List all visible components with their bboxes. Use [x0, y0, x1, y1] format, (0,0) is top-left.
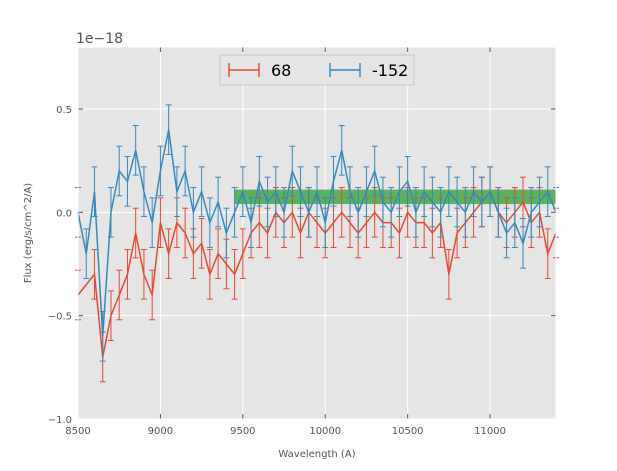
y-axis-label: Flux (erg/s/cm^2/A) [23, 183, 34, 283]
y-tick-label: 0.0 [56, 208, 72, 219]
x-tick-label: 8500 [65, 426, 90, 437]
legend-label-neg152: -152 [372, 61, 408, 80]
series-line-68 [77, 190, 557, 358]
y-tick-label: 0.5 [56, 105, 72, 116]
y-tick-label: −1.0 [48, 415, 72, 426]
x-tick-label: 10000 [309, 426, 341, 437]
x-tick-label: 10500 [392, 426, 424, 437]
legend: 68 -152 [219, 54, 415, 86]
series-line--152 [77, 129, 557, 337]
legend-marker-neg152 [329, 63, 361, 77]
x-tick-label: 9500 [230, 426, 255, 437]
legend-label-68: 68 [271, 61, 291, 80]
x-axis-label: Wavelength (A) [278, 449, 355, 460]
offset-text: 1e−18 [76, 31, 123, 47]
axes: 8500 9000 9500 10000 10500 11000 −1.0 −0.5 0.0 0.… [48, 46, 557, 437]
x-tick-label: 11000 [474, 426, 506, 437]
plot-frame [77, 46, 557, 420]
legend-marker-68 [228, 63, 260, 77]
y-tick-label: −0.5 [48, 312, 72, 323]
series-layer [75, 104, 559, 383]
x-tick-label: 9000 [148, 426, 173, 437]
series--152 [75, 104, 559, 362]
